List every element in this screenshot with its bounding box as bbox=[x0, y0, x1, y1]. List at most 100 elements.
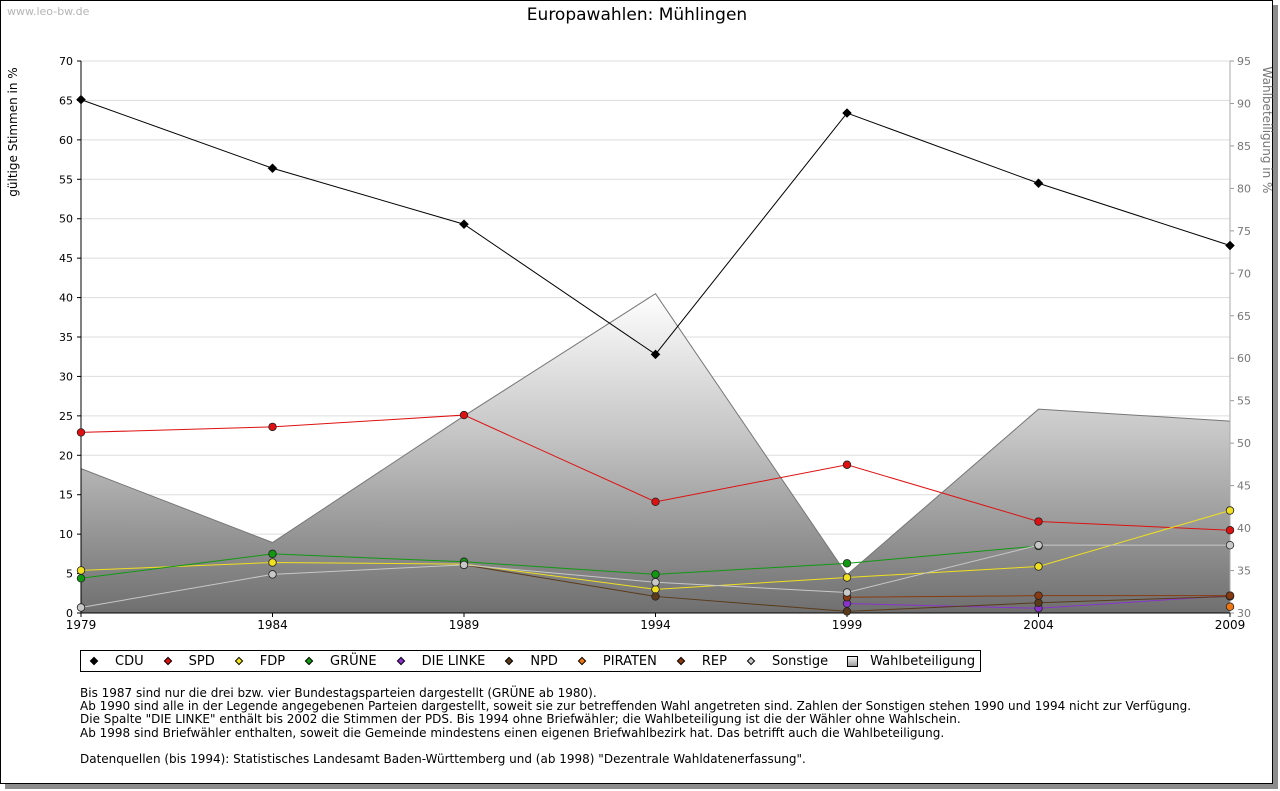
y2-tick-label: 55 bbox=[1237, 395, 1251, 408]
legend-item: PIRATEN bbox=[577, 654, 657, 669]
point-npd bbox=[1034, 598, 1043, 607]
note-1: Bis 1987 sind nur die drei bzw. vier Bun… bbox=[80, 686, 597, 700]
legend: CDU SPD FDP GRÜNE DIE LINKE NPD PIRATEN REP Sons… bbox=[80, 650, 982, 672]
point-spd bbox=[1034, 517, 1043, 526]
watermark: www.leo-bw.de bbox=[7, 5, 90, 18]
y2-tick-label: 40 bbox=[1237, 522, 1251, 535]
point-cdu bbox=[842, 108, 852, 118]
legend-marker bbox=[505, 656, 514, 666]
y-tick-label: 25 bbox=[59, 410, 73, 423]
point-fdp bbox=[268, 558, 277, 567]
point-cdu bbox=[459, 219, 469, 230]
y-tick-label: 15 bbox=[59, 489, 73, 502]
series-points bbox=[76, 94, 1235, 616]
legend-label: Sonstige bbox=[771, 653, 829, 669]
legend-label: FDP bbox=[259, 653, 286, 669]
point-sonstige bbox=[1034, 540, 1043, 550]
legend-marker bbox=[577, 656, 587, 666]
y2-tick-label: 35 bbox=[1237, 565, 1251, 578]
y2-axis-label: Wahlbeteiligung in % bbox=[1260, 67, 1273, 194]
point-fdp bbox=[651, 585, 660, 594]
legend-label: SPD bbox=[188, 653, 215, 669]
y2-tick-label: 60 bbox=[1237, 352, 1251, 365]
legend-item: GRÜNE bbox=[304, 654, 377, 669]
legend-label: Wahlbeteiligung bbox=[870, 653, 976, 669]
y-tick-label: 35 bbox=[59, 331, 73, 344]
point-piraten bbox=[1225, 602, 1235, 611]
y2-tick-label: 65 bbox=[1237, 310, 1251, 323]
note-3: Die Spalte "DIE LINKE" enthält bis 2002 … bbox=[80, 712, 961, 727]
point-sonstige bbox=[268, 570, 277, 579]
legend-item: SPD bbox=[163, 654, 215, 669]
legend-label: PIRATEN bbox=[602, 653, 657, 669]
point-cdu bbox=[267, 163, 278, 174]
y-tick-label: 60 bbox=[59, 134, 73, 147]
note-4: Ab 1998 sind Briefwähler enthalten, sowe… bbox=[80, 725, 945, 740]
y-axis-label: gültige Stimmen in % bbox=[6, 67, 20, 196]
legend-label: DIE LINKE bbox=[421, 653, 486, 669]
legend-label: REP bbox=[701, 653, 727, 669]
y-tick-label: 55 bbox=[59, 173, 73, 186]
legend-marker bbox=[676, 656, 686, 666]
legend-item: DIE LINKE bbox=[396, 653, 486, 669]
y2-tick-label: 45 bbox=[1237, 480, 1251, 493]
x-tick-label: 1994 bbox=[640, 618, 671, 632]
point-fdp bbox=[1034, 562, 1043, 571]
point-spd bbox=[842, 460, 852, 469]
x-tick-label: 2009 bbox=[1215, 618, 1246, 632]
x-tick-label: 1989 bbox=[449, 618, 480, 632]
point-fdp bbox=[842, 573, 852, 582]
y-tick-label: 0 bbox=[66, 607, 73, 620]
y2-tick-label: 85 bbox=[1237, 140, 1251, 153]
point-spd bbox=[1225, 526, 1235, 535]
point-spd bbox=[76, 428, 86, 437]
point-gr-ne bbox=[651, 570, 660, 579]
y2-tick-label: 50 bbox=[1237, 437, 1251, 450]
point-fdp bbox=[1225, 506, 1235, 515]
point-sonstige bbox=[842, 588, 852, 597]
series-line-gr-ne bbox=[80, 545, 1039, 579]
y-tick-label: 20 bbox=[59, 449, 73, 462]
point-spd bbox=[459, 410, 469, 420]
y-tick-label: 40 bbox=[59, 292, 73, 305]
legend-item: FDP bbox=[234, 654, 285, 669]
legend-item: NPD bbox=[504, 654, 558, 669]
x-tick-label: 1984 bbox=[257, 618, 288, 632]
x-tick-label: 1979 bbox=[66, 618, 97, 632]
y-tick-label: 65 bbox=[59, 94, 73, 107]
y-tick-label: 30 bbox=[59, 370, 73, 383]
y2-tick-label: 95 bbox=[1237, 55, 1251, 68]
legend-item: REP bbox=[676, 654, 727, 669]
legend-item: CDU bbox=[89, 654, 144, 669]
legend-label: CDU bbox=[115, 653, 144, 669]
point-sonstige bbox=[459, 560, 469, 570]
legend-marker bbox=[746, 656, 756, 666]
legend-label: GRÜNE bbox=[330, 653, 377, 669]
point-npd bbox=[651, 592, 660, 601]
y-tick-label: 50 bbox=[59, 213, 73, 226]
point-cdu bbox=[650, 349, 661, 360]
y-tick-label: 5 bbox=[66, 568, 73, 581]
point-npd bbox=[842, 607, 852, 616]
legend-label: NPD bbox=[530, 653, 558, 669]
legend-marker bbox=[89, 656, 99, 666]
point-cdu bbox=[76, 94, 86, 105]
y2-tick-label: 90 bbox=[1237, 97, 1251, 110]
point-cdu bbox=[1225, 240, 1235, 251]
legend-marker bbox=[847, 655, 859, 667]
y2-tick-label: 80 bbox=[1237, 182, 1251, 195]
y2-tick-label: 30 bbox=[1237, 607, 1251, 620]
source-note: Datenquellen (bis 1994): Statistisches L… bbox=[80, 751, 806, 766]
point-gr-ne bbox=[76, 574, 86, 583]
point-spd bbox=[268, 422, 277, 432]
legend-marker bbox=[304, 656, 314, 666]
legend-item: Wahlbeteiligung bbox=[847, 654, 975, 669]
y2-tick-label: 75 bbox=[1237, 225, 1251, 238]
point-gr-ne bbox=[842, 559, 852, 568]
notes: Bis 1987 sind nur die drei bzw. vier Bun… bbox=[80, 686, 1192, 766]
x-tick-label: 2004 bbox=[1023, 618, 1054, 632]
point-fdp bbox=[76, 566, 86, 575]
note-2: Ab 1990 sind alle in der Legende angegeb… bbox=[80, 699, 1192, 714]
point-rep bbox=[1225, 591, 1235, 600]
legend-marker bbox=[234, 656, 243, 666]
